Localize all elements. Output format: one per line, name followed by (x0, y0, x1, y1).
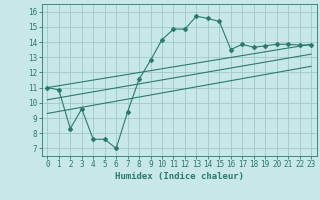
X-axis label: Humidex (Indice chaleur): Humidex (Indice chaleur) (115, 172, 244, 181)
